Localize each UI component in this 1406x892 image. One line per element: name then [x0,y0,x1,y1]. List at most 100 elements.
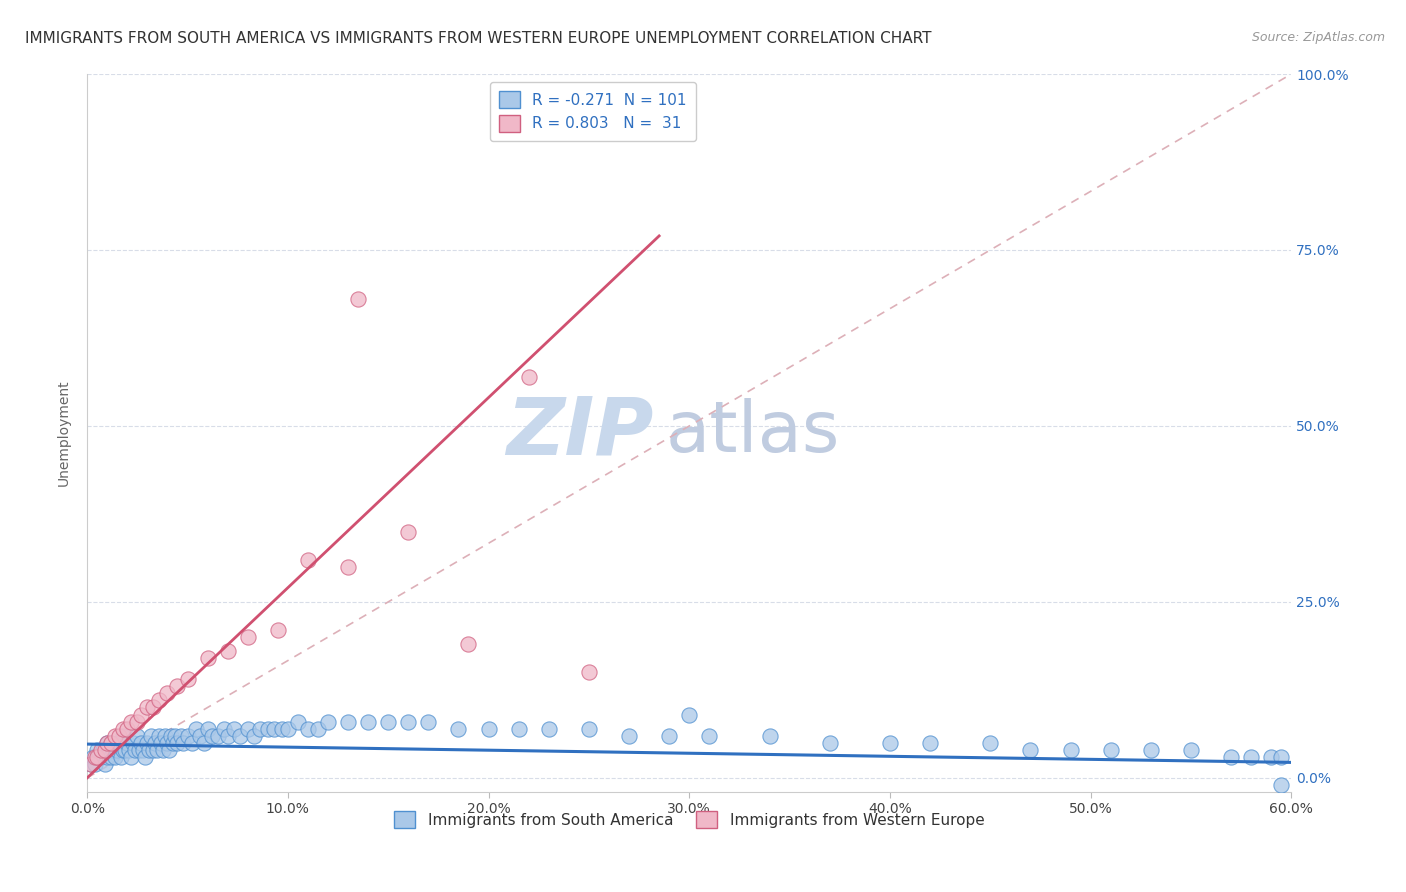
Point [159,743,181,757]
Point [297,552,319,566]
Point [236,630,259,644]
Point [578,665,600,680]
Point [517,369,540,384]
Point [228,729,250,743]
Point [156,736,179,750]
Point [173,736,195,750]
Point [136,700,159,714]
Point [131,736,153,750]
Point [100,736,122,750]
Point [118,743,141,757]
Point [86,743,108,757]
Point [166,736,188,750]
Point [117,722,139,736]
Point [156,686,179,700]
Legend: Immigrants from South America, Immigrants from Western Europe: Immigrants from South America, Immigrant… [388,805,991,835]
Point [104,749,127,764]
Point [180,736,202,750]
Point [96,736,118,750]
Point [127,729,149,743]
Point [447,722,470,736]
Point [112,729,135,743]
Point [104,729,127,743]
Point [96,736,118,750]
Point [249,722,271,736]
Point [1180,743,1202,757]
Point [217,644,239,658]
Point [418,714,440,729]
Point [184,722,207,736]
Point [818,736,841,750]
Point [150,736,173,750]
Point [377,714,399,729]
Point [131,707,153,722]
Point [307,722,329,736]
Point [242,729,264,743]
Point [94,743,117,757]
Point [396,524,419,539]
Point [256,722,278,736]
Point [145,736,167,750]
Point [110,749,132,764]
Point [84,749,107,764]
Point [98,743,121,757]
Point [100,749,122,764]
Point [134,749,156,764]
Point [94,756,117,771]
Point [537,722,560,736]
Point [152,743,174,757]
Point [165,729,187,743]
Point [263,722,285,736]
Y-axis label: Unemployment: Unemployment [58,380,72,486]
Point [114,743,136,757]
Point [287,714,309,729]
Point [82,749,104,764]
Point [117,736,139,750]
Point [91,743,114,757]
Point [217,729,239,743]
Point [132,743,155,757]
Point [103,743,125,757]
Point [100,736,122,750]
Point [89,749,111,764]
Point [270,722,292,736]
Point [477,722,499,736]
Point [90,743,112,757]
Point [1270,778,1292,792]
Point [1059,743,1081,757]
Point [357,714,380,729]
Point [1220,749,1243,764]
Point [96,749,118,764]
Point [267,623,290,637]
Point [197,651,219,665]
Point [316,714,339,729]
Point [188,729,211,743]
Point [146,743,169,757]
Point [142,700,165,714]
Point [1140,743,1163,757]
Point [1270,749,1292,764]
Point [277,722,299,736]
Point [617,729,640,743]
Point [697,729,720,743]
Point [678,707,700,722]
Point [337,559,360,574]
Text: Source: ZipAtlas.com: Source: ZipAtlas.com [1251,31,1385,45]
Point [148,729,170,743]
Point [84,756,107,771]
Point [108,729,131,743]
Point [920,736,942,750]
Point [142,743,165,757]
Point [758,729,780,743]
Point [236,722,259,736]
Point [160,729,183,743]
Point [396,714,419,729]
Point [176,673,198,687]
Point [124,743,146,757]
Point [1019,743,1042,757]
Point [148,693,170,707]
Point [90,749,112,764]
Point [155,729,177,743]
Point [105,743,128,757]
Point [112,743,135,757]
